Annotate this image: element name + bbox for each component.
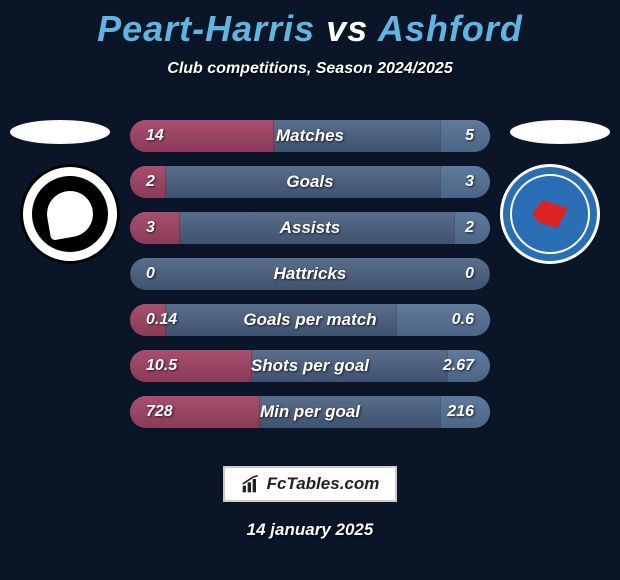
stat-value-right: 2 xyxy=(430,219,490,237)
stat-value-left: 10.5 xyxy=(130,357,190,375)
stat-row: 728Min per goal216 xyxy=(130,396,490,428)
stat-row: 0Hattricks0 xyxy=(130,258,490,290)
brand-text: FcTables.com xyxy=(267,474,380,494)
date-text: 14 january 2025 xyxy=(0,520,620,540)
player2-name: Ashford xyxy=(378,8,523,49)
club-crest-left xyxy=(20,164,120,264)
crest-right-ring xyxy=(510,174,590,254)
stats-table: 14Matches52Goals33Assists20Hattricks00.1… xyxy=(130,120,490,442)
stat-row: 14Matches5 xyxy=(130,120,490,152)
crest-shadow-right xyxy=(510,120,610,144)
stat-label: Matches xyxy=(190,126,430,146)
stat-row: 3Assists2 xyxy=(130,212,490,244)
bluebird-icon xyxy=(532,200,568,228)
chart-icon xyxy=(241,474,261,494)
subtitle: Club competitions, Season 2024/2025 xyxy=(0,60,620,78)
stat-value-left: 0.14 xyxy=(130,311,190,329)
stat-value-right: 216 xyxy=(430,403,490,421)
player1-name: Peart-Harris xyxy=(97,8,315,49)
comparison-title: Peart-Harris vs Ashford xyxy=(0,8,620,50)
stat-label: Shots per goal xyxy=(190,356,430,376)
stat-row: 10.5Shots per goal2.67 xyxy=(130,350,490,382)
stat-value-right: 3 xyxy=(430,173,490,191)
stat-value-right: 2.67 xyxy=(430,357,490,375)
stat-value-left: 2 xyxy=(130,173,190,191)
club-crest-right xyxy=(500,164,600,264)
footer: FcTables.com 14 january 2025 xyxy=(0,466,620,540)
stat-value-right: 0 xyxy=(430,265,490,283)
crest-shadow-left xyxy=(10,120,110,144)
stat-label: Hattricks xyxy=(190,264,430,284)
stat-value-left: 3 xyxy=(130,219,190,237)
crest-left-ring xyxy=(32,176,108,252)
stat-value-left: 728 xyxy=(130,403,190,421)
stat-label: Min per goal xyxy=(190,402,430,422)
swan-icon xyxy=(43,187,96,240)
header: Peart-Harris vs Ashford Club competition… xyxy=(0,0,620,78)
brand-badge: FcTables.com xyxy=(223,466,398,502)
stat-value-left: 14 xyxy=(130,127,190,145)
stat-row: 0.14Goals per match0.6 xyxy=(130,304,490,336)
stat-value-right: 0.6 xyxy=(430,311,490,329)
stat-value-left: 0 xyxy=(130,265,190,283)
stat-row: 2Goals3 xyxy=(130,166,490,198)
stat-value-right: 5 xyxy=(430,127,490,145)
stat-label: Goals per match xyxy=(190,310,430,330)
stat-label: Goals xyxy=(190,172,430,192)
vs-text: vs xyxy=(326,8,368,49)
stat-label: Assists xyxy=(190,218,430,238)
